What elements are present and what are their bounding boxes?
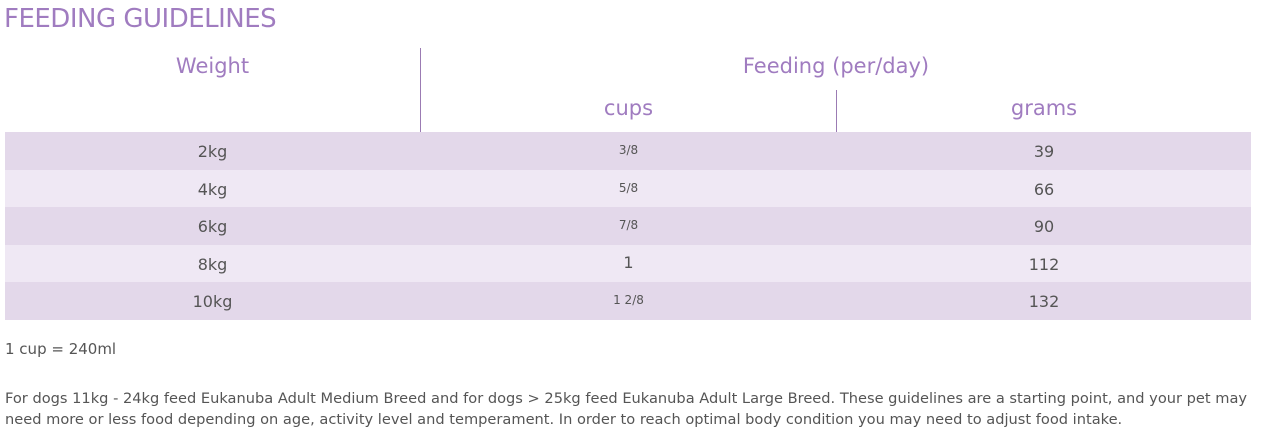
- grams-cell: 112: [1028, 254, 1060, 274]
- feeding-table: Weight Feeding (per/day) cups grams 2kg …: [5, 48, 1251, 320]
- table-row: 8kg 1 112: [5, 244, 1251, 282]
- weight-cell: 4kg: [197, 179, 228, 199]
- weight-cell: 8kg: [197, 254, 228, 274]
- header-cups: cups: [603, 96, 654, 120]
- grams-cell: 90: [1033, 217, 1055, 236]
- table-row: 10kg 1 2/8 132: [5, 282, 1251, 320]
- header-feeding: Feeding (per/day): [742, 54, 930, 78]
- weight-cell: 10kg: [192, 292, 233, 311]
- weight-cell: 6kg: [197, 217, 228, 236]
- cups-cell: 3/8: [618, 143, 639, 157]
- cups-cell: 7/8: [618, 218, 639, 232]
- grams-cell: 39: [1033, 142, 1055, 161]
- cups-cell: 1: [623, 252, 634, 272]
- header-weight: Weight: [175, 54, 250, 78]
- table-row: 4kg 5/8 66: [5, 169, 1251, 207]
- header-grams: grams: [1010, 96, 1078, 120]
- cups-cell: 5/8: [618, 180, 639, 195]
- table-row: 6kg 7/8 90: [5, 207, 1251, 245]
- cups-cell: 1 2/8: [613, 293, 644, 307]
- grams-cell: 132: [1028, 292, 1060, 311]
- cup-conversion-note: 1 cup = 240ml: [5, 340, 117, 358]
- table-body: 2kg 3/8 39 4kg 5/8 66 6kg 7/8 90 8kg 1 1…: [5, 132, 1251, 320]
- table-row: 2kg 3/8 39: [5, 132, 1251, 170]
- grams-cell: 66: [1033, 179, 1055, 199]
- weight-cell: 2kg: [197, 142, 228, 161]
- guidelines-paragraph: For dogs 11kg - 24kg feed Eukanuba Adult…: [5, 390, 1248, 428]
- page-title: FEEDING GUIDELINES: [4, 4, 277, 34]
